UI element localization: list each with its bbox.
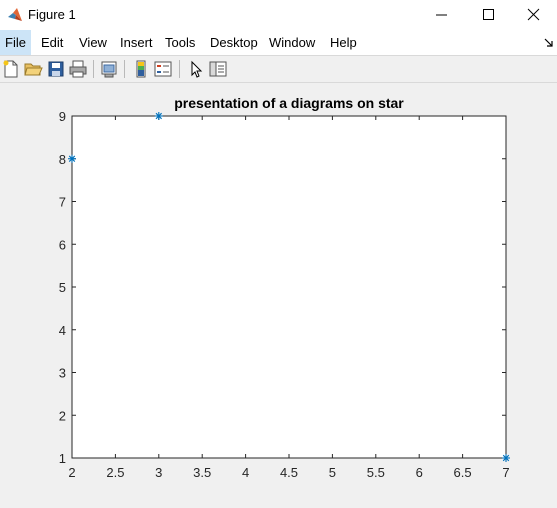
data-point[interactable]: [154, 112, 163, 120]
data-point[interactable]: [68, 154, 76, 163]
open-file-icon[interactable]: [23, 59, 43, 79]
menu-help[interactable]: Help: [330, 35, 357, 50]
x-tick-label: 6.5: [454, 465, 472, 480]
x-tick-label: 7: [502, 465, 509, 480]
print-icon[interactable]: [68, 59, 88, 79]
figure-toolbar: [0, 55, 557, 83]
x-tick-label: 4.5: [280, 465, 298, 480]
property-inspector-icon[interactable]: [208, 59, 228, 79]
axes-box[interactable]: [71, 115, 507, 459]
dock-arrow-icon[interactable]: [544, 38, 554, 48]
y-tick-label: 6: [59, 237, 66, 252]
menu-edit[interactable]: Edit: [41, 35, 64, 50]
maximize-button[interactable]: [466, 0, 512, 30]
toolbar-separator: [93, 60, 94, 78]
x-tick-label: 3: [155, 465, 162, 480]
matlab-logo-icon: [8, 8, 22, 21]
close-button[interactable]: [511, 0, 557, 30]
window-title: Figure 1: [28, 7, 76, 22]
y-tick-label: 1: [59, 451, 66, 466]
legend-icon[interactable]: [153, 59, 173, 79]
y-tick-label: 8: [59, 152, 66, 167]
colorbar-icon[interactable]: [131, 59, 151, 79]
data-point[interactable]: [502, 454, 510, 462]
minimize-button[interactable]: [419, 0, 465, 30]
menu-bar: File Edit View Insert Tools Desktop Wind…: [0, 30, 557, 55]
menu-insert[interactable]: Insert: [120, 35, 153, 50]
menu-view[interactable]: View: [79, 35, 107, 50]
edit-plot-arrow-icon[interactable]: [186, 59, 206, 79]
x-tick-label: 2: [68, 465, 75, 480]
close-icon: [527, 8, 540, 21]
menu-desktop[interactable]: Desktop: [210, 35, 258, 50]
y-tick-label: 3: [59, 366, 66, 381]
menu-tools[interactable]: Tools: [165, 35, 196, 50]
new-figure-icon[interactable]: [1, 59, 21, 79]
y-tick-label: 2: [59, 408, 66, 423]
y-tick-label: 7: [59, 195, 66, 210]
chart-title: presentation of a diagrams on star: [174, 95, 404, 111]
maximize-icon: [483, 9, 494, 20]
menu-window[interactable]: Window: [269, 35, 316, 50]
y-tick-label: 4: [59, 323, 66, 338]
y-tick-label: 9: [59, 109, 66, 124]
x-tick-label: 2.5: [106, 465, 124, 480]
x-tick-label: 3.5: [193, 465, 211, 480]
menu-file[interactable]: File: [0, 30, 31, 55]
minimize-icon: [436, 14, 447, 16]
x-tick-label: 6: [416, 465, 423, 480]
print-preview-icon[interactable]: [99, 59, 119, 79]
toolbar-separator: [179, 60, 180, 78]
save-icon[interactable]: [46, 59, 66, 79]
x-tick-label: 5: [329, 465, 336, 480]
toolbar-separator: [124, 60, 125, 78]
y-tick-label: 5: [59, 280, 66, 295]
x-tick-label: 4: [242, 465, 249, 480]
x-tick-label: 5.5: [367, 465, 385, 480]
title-bar: Figure 1: [0, 0, 557, 30]
